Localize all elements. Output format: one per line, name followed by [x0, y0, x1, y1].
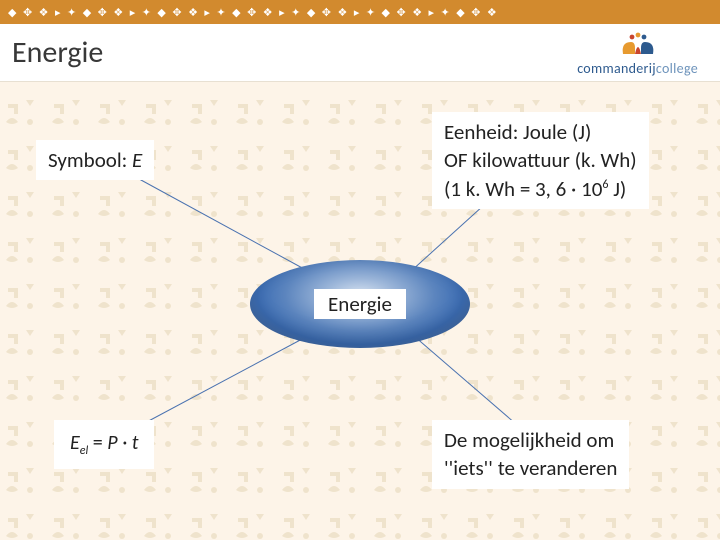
formula-eq: =: [88, 431, 107, 455]
logo-brand-a: commanderij: [577, 60, 656, 77]
formula-box: Eel = P · t: [54, 420, 154, 469]
logo: commanderijcollege: [577, 32, 698, 77]
center-node: Energie: [250, 260, 470, 348]
definition-line1: De mogelijkheid om: [444, 426, 617, 454]
symbol-box: Symbool: E: [36, 140, 154, 180]
formula-lhs-sub: el: [80, 444, 88, 458]
unit-line1: Eenheid: Joule (J): [444, 118, 637, 146]
center-ellipse: Energie: [250, 260, 470, 348]
formula-rhs: P · t: [107, 431, 138, 455]
unit-line2: OF kilowattuur (k. Wh): [444, 146, 637, 174]
unit-line3: (1 k. Wh = 3, 6 · 106 J): [444, 175, 637, 203]
symbol-value: E: [132, 147, 142, 173]
formula-lhs-base: E: [70, 431, 80, 455]
center-label: Energie: [314, 289, 406, 319]
page-title: Energie: [12, 34, 103, 71]
logo-icon: [617, 32, 659, 58]
symbol-label: Symbool:: [48, 147, 132, 173]
definition-line2: ''iets'' te veranderen: [444, 454, 617, 482]
top-decoration-band: ◆ ✥ ❖ ▸ ✦ ◆ ✥ ❖ ▸ ✦ ◆ ✥ ❖ ▸ ✦ ◆ ✥ ❖ ▸ ✦ …: [0, 0, 720, 24]
unit-box: Eenheid: Joule (J) OF kilowattuur (k. Wh…: [432, 112, 649, 209]
logo-text: commanderijcollege: [577, 60, 698, 77]
logo-brand-b: college: [656, 60, 698, 77]
definition-box: De mogelijkheid om ''iets'' te verandere…: [432, 420, 629, 489]
top-band-glyphs: ◆ ✥ ❖ ▸ ✦ ◆ ✥ ❖ ▸ ✦ ◆ ✥ ❖ ▸ ✦ ◆ ✥ ❖ ▸ ✦ …: [0, 6, 499, 19]
